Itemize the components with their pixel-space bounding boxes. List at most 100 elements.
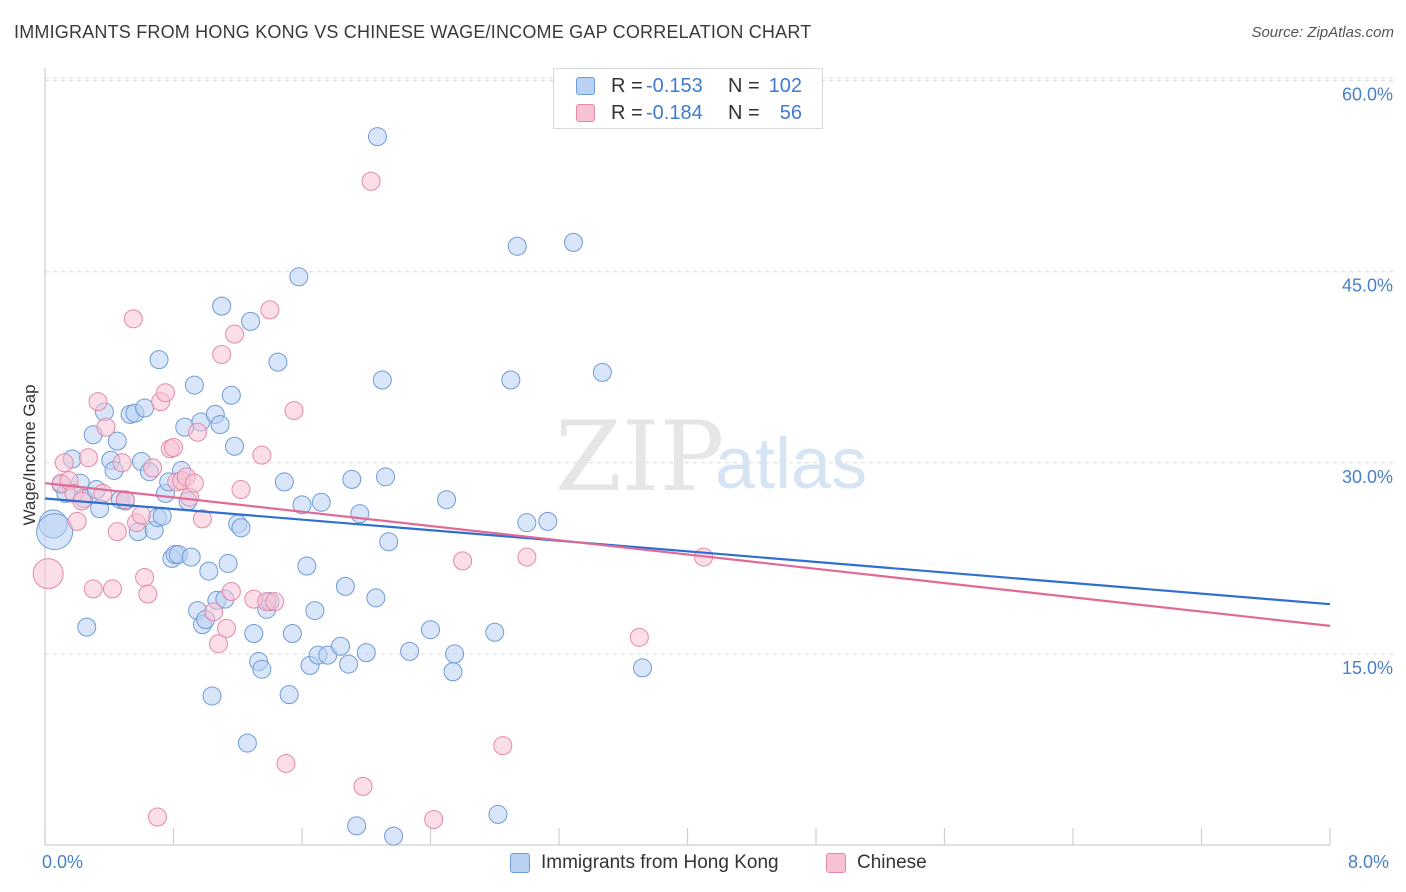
hong-kong-point [279,685,299,705]
hong-kong-point [592,362,612,382]
hong-kong-point [384,826,404,846]
hong-kong-point [335,576,355,596]
hong-kong-point [252,659,272,679]
hong-kong-point [237,733,257,753]
chinese-point [217,618,237,638]
r-value: -0.184 [646,102,703,124]
pink-swatch [576,104,595,122]
blue-swatch [510,853,530,873]
chinese-point [67,511,87,531]
hong-kong-point [77,617,97,637]
watermark-atlas: atlas [715,424,867,504]
chinese-point [123,309,143,329]
x-tick-max: 8.0% [1348,852,1390,872]
hong-kong-point [350,504,370,524]
hong-kong-point [107,431,127,451]
hong-kong-point [292,495,312,515]
chinese-point [88,392,108,412]
x-tick-min: 0.0% [42,852,84,872]
chinese-trendline [44,482,1331,627]
hong-kong-point [181,547,201,567]
pink-swatch [826,853,846,873]
chinese-point [112,453,132,473]
chart-title: IMMIGRANTS FROM HONG KONG VS CHINESE WAG… [14,22,812,42]
hong-kong-point [268,352,288,372]
hong-kong-point [517,513,537,533]
y-tick-label: 45.0% [1342,276,1393,296]
chinese-point [93,483,113,503]
hong-kong-point [563,232,583,252]
hong-kong-point [36,513,74,551]
chinese-point [221,581,241,601]
chinese-point [184,473,204,493]
chinese-point [225,324,245,344]
n-value: 102 [768,75,802,97]
hong-kong-point [507,236,527,256]
chinese-point [78,448,98,468]
chinese-point [32,558,64,590]
chinese-point [629,627,649,647]
hong-kong-point [152,506,172,526]
hong-kong-point [372,370,392,390]
hong-kong-point [339,654,359,674]
n-value: 56 [779,102,802,124]
hong-kong-point [231,518,251,538]
stats-legend: R = -0.153 N = 102 R = -0.184 N = 56 [553,68,823,129]
hong-kong-point [202,686,222,706]
r-value: -0.153 [646,75,703,97]
chinese-point [96,417,116,437]
chinese-point [155,383,175,403]
hong-kong-point [149,350,169,370]
hong-kong-point [400,641,420,661]
chinese-point [192,509,212,529]
hong-kong-point [241,311,261,331]
chinese-point [147,807,167,827]
chinese-point [143,458,163,478]
hong-kong-point [421,620,440,640]
chinese-point [252,445,272,465]
hong-kong-point [218,553,238,573]
legend-label: Chinese [857,852,927,873]
hong-kong-point [356,643,376,663]
y-tick-label: 60.0% [1342,85,1393,105]
r-label: R = [611,75,643,97]
hong-kong-point [282,624,302,644]
hong-kong-point [342,469,362,489]
hong-kong-point [297,556,317,576]
blue-swatch [576,77,595,95]
chinese-point [54,453,74,473]
chinese-point [260,300,280,320]
hong-kong-point [184,375,204,395]
hong-kong-point [212,296,232,316]
chinese-point [265,592,285,612]
hong-kong-point [199,561,219,581]
legend-label: Immigrants from Hong Kong [541,852,779,873]
hong-kong-point [379,532,399,552]
chinese-point [361,171,381,191]
hong-kong-point [347,816,367,836]
chinese-point [107,522,127,542]
hong-kong-point [501,370,521,390]
hong-kong-point [376,467,396,487]
hong-kong-point [305,601,325,621]
r-label: R = [611,102,643,124]
chinese-point [83,579,103,599]
chinese-point [204,602,224,622]
watermark-zip: ZIP [555,401,724,513]
chinese-point [517,547,537,567]
hong-kong-point [331,636,351,656]
hong-kong-point [633,658,653,678]
hong-kong-point [445,644,465,664]
hong-kong-trendline [44,497,1331,606]
hong-kong-point [485,622,505,642]
hong-kong-point [274,472,294,492]
n-label: N = [728,102,760,124]
chinese-point [131,505,151,525]
hong-kong-point [443,662,463,682]
hong-kong-point [244,624,264,644]
hong-kong-point [538,511,558,531]
hong-kong-point [289,267,309,287]
chinese-point [424,810,444,830]
source-label: Source: ZipAtlas.com [1251,24,1394,41]
